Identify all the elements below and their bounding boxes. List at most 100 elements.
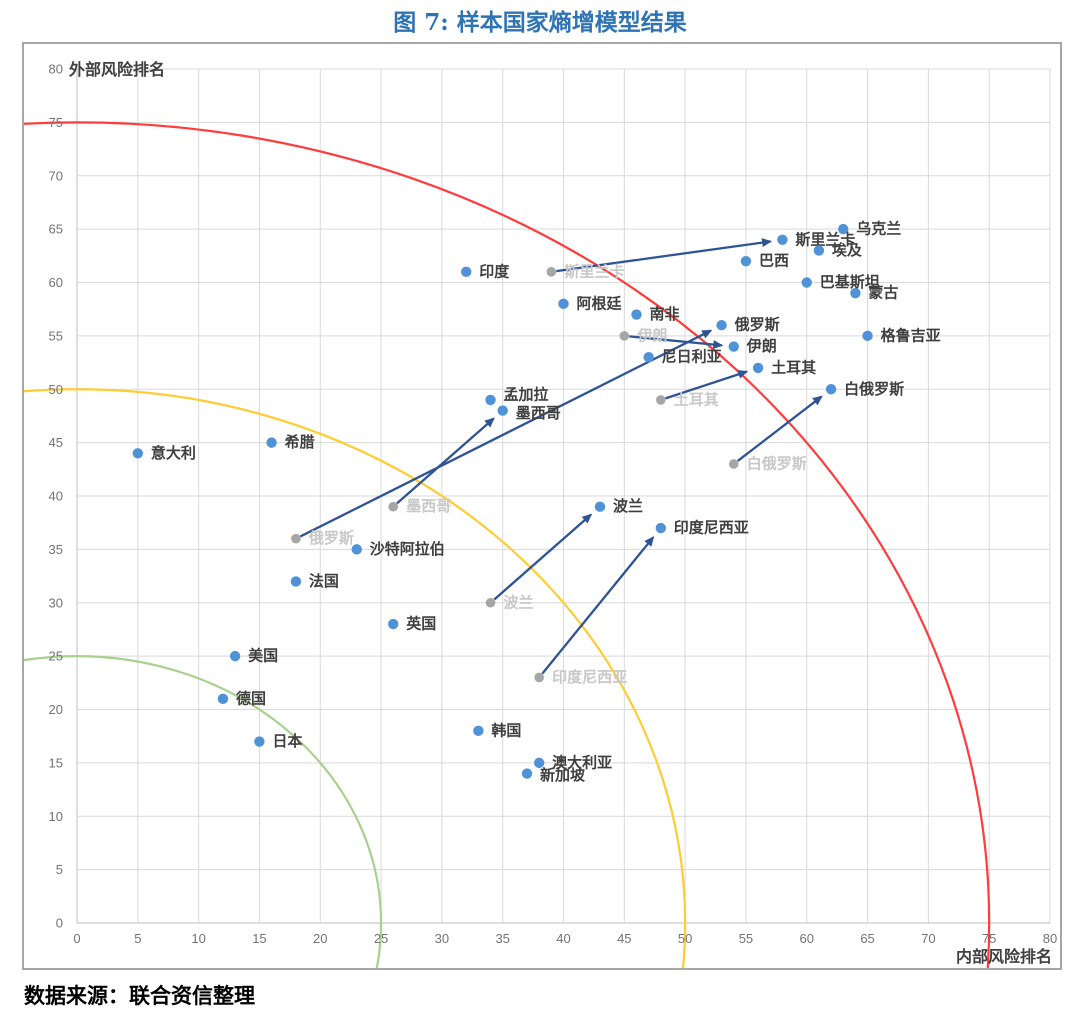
- data-point-label-新加坡: 新加坡: [540, 766, 585, 784]
- previous-point-斯里兰卡: [546, 267, 557, 277]
- y-tick-label: 15: [49, 755, 63, 770]
- y-tick-label: 0: [56, 916, 63, 931]
- previous-point-label-俄罗斯: 俄罗斯: [308, 529, 354, 547]
- data-point-印度: [461, 266, 472, 278]
- x-tick-label: 10: [191, 931, 205, 946]
- data-point-label-阿根廷: 阿根廷: [577, 294, 623, 312]
- risk-threshold-arc-75: [24, 121, 991, 968]
- data-point-label-孟加拉: 孟加拉: [504, 385, 549, 403]
- movement-arrow-墨西哥: [396, 417, 495, 505]
- x-tick-label: 80: [1043, 931, 1057, 946]
- y-tick-label: 60: [49, 275, 63, 290]
- data-point-label-埃及: 埃及: [832, 241, 863, 259]
- data-point-英国: [388, 618, 399, 630]
- data-point-label-印度尼西亚: 印度尼西亚: [674, 519, 749, 537]
- x-tick-label: 30: [435, 931, 449, 946]
- data-point-label-英国: 英国: [406, 615, 436, 633]
- data-point-label-印度: 印度: [479, 262, 510, 280]
- previous-point-label-土耳其: 土耳其: [674, 390, 719, 408]
- previous-point-label-印度尼西亚: 印度尼西亚: [552, 668, 627, 686]
- data-point-新加坡: [521, 768, 533, 779]
- data-point-label-德国: 德国: [236, 689, 266, 707]
- data-point-label-韩国: 韩国: [491, 721, 521, 739]
- previous-point-俄罗斯: [291, 533, 301, 544]
- data-point-土耳其: [752, 362, 764, 374]
- data-point-墨西哥: [497, 405, 508, 416]
- y-tick-label: 75: [49, 115, 63, 130]
- x-tick-label: 50: [678, 931, 692, 946]
- data-point-法国: [290, 576, 302, 587]
- data-point-label-乌克兰: 乌克兰: [856, 220, 901, 238]
- y-tick-label: 65: [49, 222, 63, 237]
- movement-arrow-伊朗: [629, 335, 724, 350]
- data-point-南非: [631, 309, 642, 320]
- data-point-label-尼日利亚: 尼日利亚: [662, 348, 722, 366]
- data-point-意大利: [132, 448, 144, 459]
- x-tick-label: 45: [617, 931, 631, 946]
- y-tick-label: 55: [49, 328, 63, 343]
- data-point-白俄罗斯: [825, 384, 837, 395]
- previous-point-墨西哥: [388, 501, 399, 512]
- y-tick-label: 80: [49, 62, 63, 77]
- previous-point-白俄罗斯: [728, 459, 739, 469]
- data-point-巴西: [740, 255, 752, 267]
- data-point-日本: [254, 736, 265, 747]
- data-point-label-南非: 南非: [649, 305, 679, 323]
- movement-arrow-印度尼西亚: [541, 536, 655, 675]
- data-point-俄罗斯: [716, 320, 727, 331]
- data-point-label-蒙古: 蒙古: [868, 284, 898, 302]
- data-point-label-墨西哥: 墨西哥: [516, 405, 561, 422]
- x-tick-label: 25: [374, 931, 388, 946]
- x-tick-label: 35: [495, 931, 509, 946]
- y-tick-label: 25: [49, 649, 63, 664]
- data-point-沙特阿拉伯: [351, 544, 362, 555]
- data-point-乌克兰: [838, 223, 849, 235]
- x-tick-label: 75: [982, 931, 996, 946]
- data-point-美国: [229, 650, 241, 662]
- data-point-伊朗: [728, 341, 739, 352]
- data-point-label-澳大利亚: 澳大利亚: [552, 753, 612, 771]
- data-point-label-沙特阿拉伯: 沙特阿拉伯: [370, 540, 445, 558]
- y-tick-label: 70: [49, 168, 63, 183]
- data-point-波兰: [594, 501, 606, 512]
- data-point-尼日利亚: [643, 352, 654, 363]
- x-tick-label: 5: [134, 931, 141, 946]
- x-axis-title: 内部风险排名: [956, 947, 1052, 966]
- data-point-label-伊朗: 伊朗: [746, 337, 777, 355]
- movement-arrow-波兰: [493, 513, 593, 601]
- previous-point-label-斯里兰卡: 斯里兰卡: [564, 262, 624, 280]
- x-tick-label: 70: [921, 931, 935, 946]
- previous-point-label-墨西哥: 墨西哥: [406, 498, 451, 515]
- y-axis-title: 外部风险排名: [68, 60, 165, 79]
- previous-point-label-白俄罗斯: 白俄罗斯: [747, 454, 807, 472]
- x-tick-label: 65: [860, 931, 874, 946]
- y-tick-label: 40: [49, 489, 63, 504]
- data-point-label-巴基斯坦: 巴基斯坦: [820, 273, 880, 291]
- data-point-label-法国: 法国: [309, 572, 339, 590]
- x-tick-label: 15: [252, 931, 266, 946]
- data-point-埃及: [813, 245, 825, 256]
- data-point-韩国: [473, 725, 484, 737]
- data-point-label-美国: 美国: [248, 647, 278, 665]
- y-tick-label: 35: [49, 542, 63, 557]
- data-point-label-白俄罗斯: 白俄罗斯: [844, 380, 904, 398]
- previous-point-伊朗: [619, 331, 630, 341]
- scatter-chart: 0 5 10 15 20 25 30 35 40 45 50 55 60 65 70 75 80 0 5 10 15 20…: [24, 60, 1057, 968]
- data-point-label-希腊: 希腊: [285, 433, 315, 451]
- y-tick-label: 45: [49, 435, 63, 450]
- movement-arrow-白俄罗斯: [737, 395, 823, 462]
- data-point-label-日本: 日本: [272, 732, 302, 750]
- y-tick-label: 10: [49, 809, 63, 824]
- risk-threshold-arc-50: [24, 388, 687, 968]
- data-point-希腊: [266, 437, 277, 448]
- chart-area: 0 5 10 15 20 25 30 35 40 45 50 55 60 65 70 75 80 0 5 10 15 20…: [22, 42, 1062, 970]
- previous-point-波兰: [485, 597, 496, 608]
- movement-arrow-土耳其: [665, 370, 749, 400]
- data-point-label-格鲁吉亚: 格鲁吉亚: [881, 326, 941, 344]
- data-point-印度尼西亚: [655, 522, 666, 534]
- y-tick-label: 50: [49, 382, 63, 397]
- x-tick-label: 20: [313, 931, 327, 946]
- data-point-澳大利亚: [533, 757, 545, 769]
- previous-point-label-伊朗: 伊朗: [636, 326, 667, 344]
- data-point-巴基斯坦: [801, 277, 812, 288]
